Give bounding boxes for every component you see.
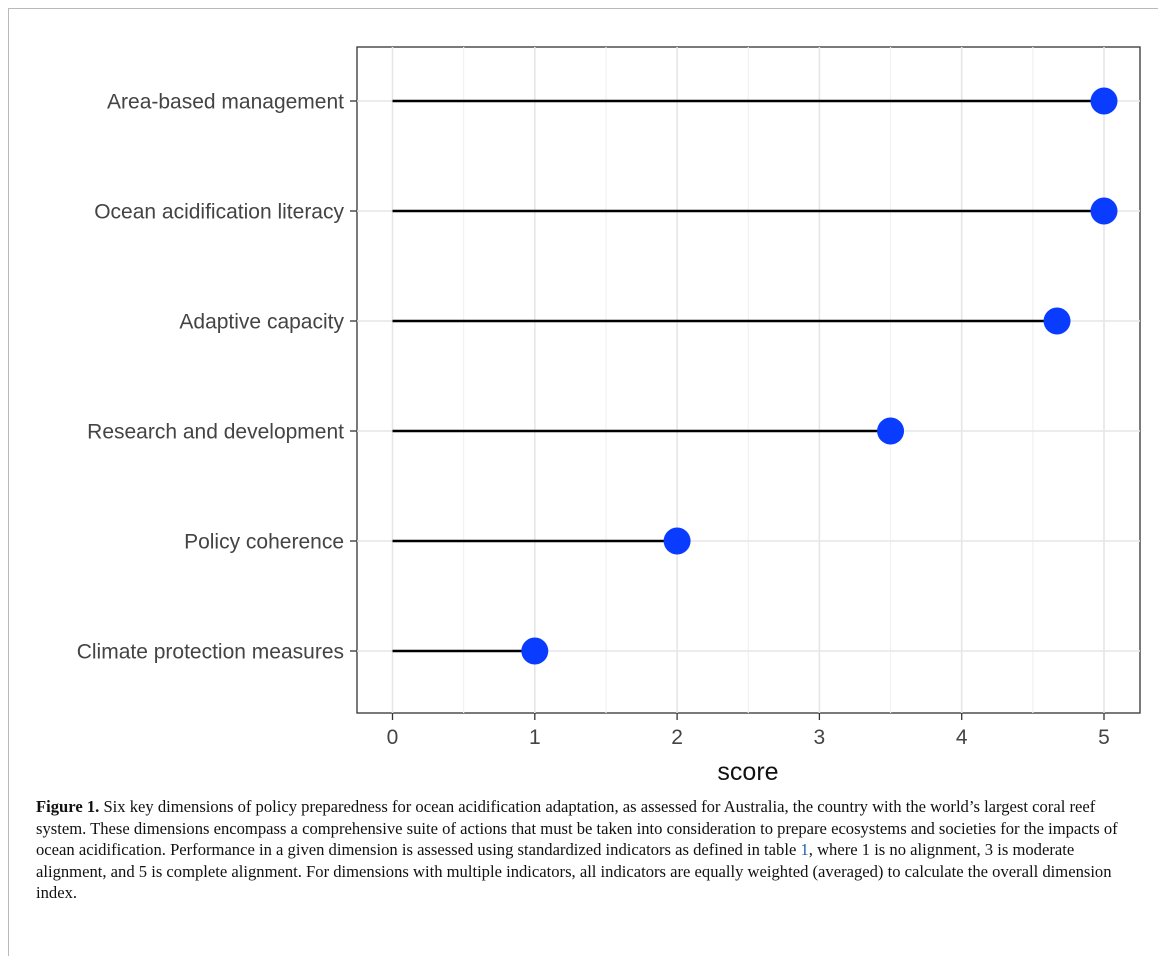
caption-text-after: , where 1 is no alignment, 3 is moderate…	[36, 840, 1112, 902]
lollipop-point	[1090, 197, 1118, 225]
figure-caption: Figure 1. Six key dimensions of policy p…	[36, 796, 1146, 904]
y-tick-label: Policy coherence	[184, 531, 344, 554]
x-tick-label: 1	[529, 726, 541, 749]
lollipop-point	[1090, 87, 1118, 115]
lollipop-point	[663, 527, 691, 555]
y-tick-label: Ocean acidification literacy	[94, 201, 344, 224]
y-tick-label: Adaptive capacity	[179, 311, 344, 334]
x-tick-label: 0	[387, 726, 399, 749]
x-tick-label: 5	[1098, 726, 1110, 749]
table-reference-link[interactable]: 1	[800, 840, 809, 859]
y-tick-label: Area-based management	[107, 91, 344, 114]
x-tick-label: 2	[671, 726, 683, 749]
x-axis-title: score	[717, 758, 778, 786]
chart-marks	[392, 87, 1118, 665]
caption-label: Figure 1.	[36, 797, 100, 816]
caption-text-before: Six key dimensions of policy preparednes…	[36, 797, 1118, 859]
lollipop-point	[877, 417, 905, 445]
lollipop-point	[1043, 307, 1071, 335]
x-axis: 0 1 2 3 4 5	[387, 713, 1110, 749]
y-axis: Area-based management Ocean acidification…	[77, 91, 357, 664]
x-tick-label: 4	[956, 726, 968, 749]
lollipop-chart: Area-based management Ocean acidification…	[77, 46, 1141, 786]
lollipop-point	[521, 637, 549, 665]
x-tick-label: 3	[814, 726, 826, 749]
y-tick-label: Research and development	[87, 421, 344, 444]
figure-frame	[8, 8, 1158, 956]
y-tick-label: Climate protection measures	[77, 641, 344, 664]
